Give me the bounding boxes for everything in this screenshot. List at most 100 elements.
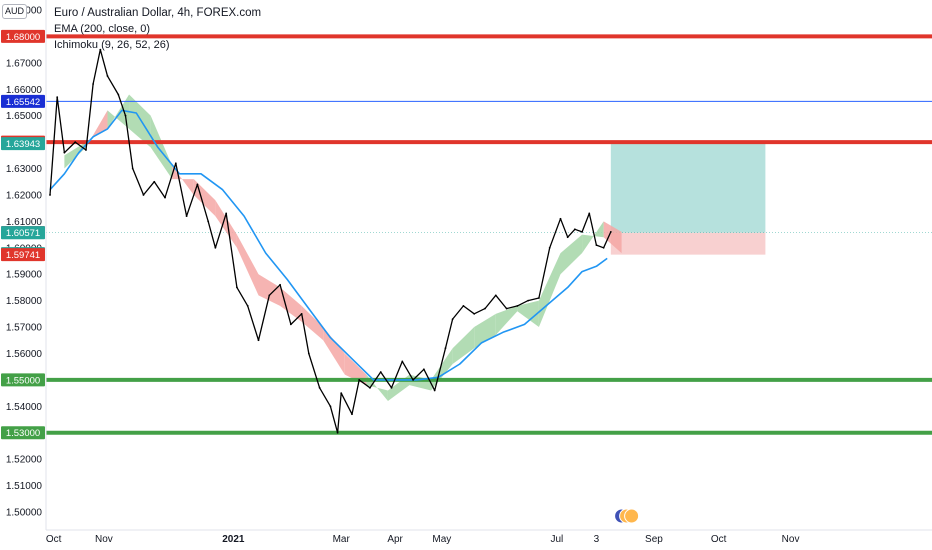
price-point xyxy=(462,305,465,307)
x-tick-label: Jul xyxy=(550,534,563,545)
price-point xyxy=(358,378,361,381)
stop-zone xyxy=(610,232,766,255)
price-label-box xyxy=(1,94,45,108)
price-point xyxy=(257,339,260,342)
price-point xyxy=(99,48,102,51)
chart-header: Euro / Australian Dollar, 4h, FOREX.com … xyxy=(54,5,261,53)
y-tick-label: 1.51000 xyxy=(6,481,43,492)
price-point xyxy=(595,244,598,247)
y-tick-label: 1.61000 xyxy=(6,217,43,228)
price-label-text: 1.60571 xyxy=(6,228,40,239)
price-line xyxy=(49,48,612,434)
price-point xyxy=(588,212,591,215)
y-tick-label: 1.67000 xyxy=(6,58,43,69)
cloud-segment-bear xyxy=(172,165,194,195)
x-tick-label: Mar xyxy=(333,534,351,545)
y-tick-label: 1.54000 xyxy=(6,402,43,413)
price-point xyxy=(225,212,228,215)
indicator-ema-label[interactable]: EMA (200, close, 0) xyxy=(54,23,150,35)
price-point xyxy=(164,196,166,199)
price-point xyxy=(401,360,404,363)
price-label-box xyxy=(1,29,45,43)
x-tick-label: Oct xyxy=(46,534,62,545)
cloud-segment-bear xyxy=(344,353,367,386)
price-point xyxy=(117,93,120,96)
cloud-segment-bull xyxy=(431,348,453,391)
y-tick-label: 1.57000 xyxy=(6,323,43,334)
price-label-box xyxy=(1,226,45,240)
cloud-segment-bull xyxy=(517,300,539,328)
chart-title[interactable]: Euro / Australian Dollar, 4h, FOREX.com xyxy=(54,7,262,19)
price-point xyxy=(451,318,454,321)
price-point xyxy=(307,352,310,355)
price-point xyxy=(289,323,292,326)
cloud-segment-bear xyxy=(301,305,324,341)
price-label-text: 1.55000 xyxy=(6,375,40,386)
price-point xyxy=(131,167,134,170)
price-point xyxy=(566,236,569,239)
price-point xyxy=(142,194,145,196)
event-marker-icon xyxy=(624,508,640,524)
cloud-segment-bull xyxy=(107,94,130,129)
x-axis[interactable]: Oct Nov 2021 Mar Apr May Jul 3 Sep Oct Nov xyxy=(46,529,932,545)
price-point xyxy=(246,305,249,307)
price-point xyxy=(92,83,95,85)
x-tick-label: 3 xyxy=(594,534,600,545)
y-tick-label: 1.63000 xyxy=(6,164,43,175)
price-point xyxy=(318,386,321,389)
price-point xyxy=(390,386,393,389)
position-tool[interactable] xyxy=(46,143,932,255)
y-tick-label: 1.62000 xyxy=(6,190,43,201)
price-point xyxy=(548,246,551,249)
price-point xyxy=(174,162,177,165)
price-point xyxy=(106,75,109,77)
price-point xyxy=(516,305,519,307)
indicator-ichimoku-label[interactable]: Ichimoku (9, 26, 52, 26) xyxy=(54,39,170,51)
price-point xyxy=(63,151,66,154)
misc-marks xyxy=(614,508,640,524)
y-tick-label: 1.66000 xyxy=(6,85,43,96)
price-point xyxy=(412,378,414,381)
x-tick-label: May xyxy=(432,534,451,545)
price-point xyxy=(538,297,540,299)
x-tick-label: Apr xyxy=(387,534,403,545)
horizontal-levels[interactable] xyxy=(46,34,932,435)
cloud-segment-bull xyxy=(560,234,583,275)
price-point xyxy=(444,347,447,350)
cloud-segment-bull xyxy=(150,115,173,180)
price-point xyxy=(433,389,436,392)
price-point xyxy=(484,307,486,310)
price-point xyxy=(573,228,576,231)
price-point xyxy=(300,312,303,315)
ema-line xyxy=(49,109,608,381)
cloud-segment-bull xyxy=(582,221,604,254)
cloud-segment-bear xyxy=(215,200,237,248)
symbol-badge[interactable]: AUD xyxy=(2,4,28,19)
x-tick-label: Nov xyxy=(782,534,800,545)
ichimoku-cloud xyxy=(64,94,622,402)
price-labels: 1.680001.655421.640001.639431.605801.605… xyxy=(1,29,45,440)
y-axis[interactable]: 1.690001.680001.670001.660001.650001.640… xyxy=(6,0,47,530)
price-point xyxy=(214,246,217,249)
price-point xyxy=(581,231,583,233)
price-point xyxy=(74,141,77,144)
cloud-segment-bear xyxy=(603,221,622,254)
x-tick-label: 2021 xyxy=(222,534,245,545)
cloud-segment-bear xyxy=(236,234,259,296)
x-tick-label: Sep xyxy=(645,534,663,545)
price-point xyxy=(124,114,127,117)
y-tick-label: 1.59000 xyxy=(6,270,43,281)
price-label-text: 1.59741 xyxy=(6,250,40,261)
cloud-segment-bull xyxy=(495,305,518,335)
price-point xyxy=(351,413,353,416)
cloud-segment-bear xyxy=(258,274,281,306)
y-tick-label: 1.52000 xyxy=(6,455,43,466)
price-point xyxy=(85,149,87,151)
cloud-segment-bull xyxy=(474,313,496,349)
price-point xyxy=(527,299,530,302)
price-point xyxy=(602,246,605,249)
price-point xyxy=(196,183,199,186)
price-label-text: 1.63943 xyxy=(6,139,40,150)
cloud-segment-bull xyxy=(64,142,86,169)
